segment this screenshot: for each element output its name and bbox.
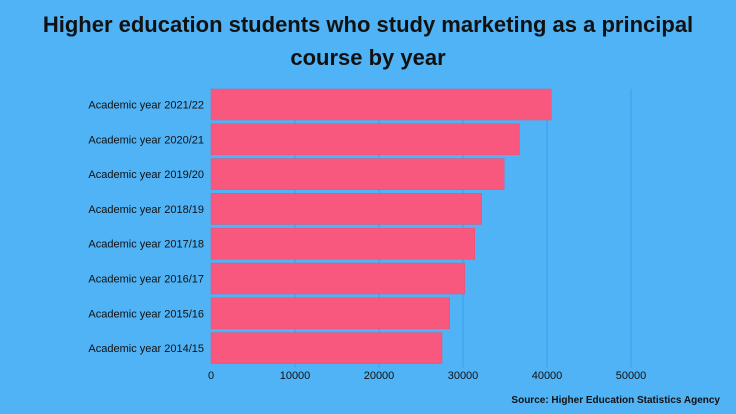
source-note: Source: Higher Education Statistics Agen… bbox=[511, 395, 720, 406]
x-tick-label: 50000 bbox=[616, 370, 647, 382]
bar bbox=[210, 262, 465, 295]
x-tick-label: 30000 bbox=[448, 370, 479, 382]
x-tick-label: 40000 bbox=[532, 370, 563, 382]
category-label: Academic year 2018/19 bbox=[88, 204, 204, 216]
bar bbox=[210, 227, 476, 260]
bar bbox=[210, 193, 482, 225]
chart-title: Higher education students who study mark… bbox=[42, 12, 694, 70]
x-tick-label: 0 bbox=[208, 370, 214, 382]
x-tick-label: 10000 bbox=[280, 370, 311, 382]
category-label: Academic year 2015/16 bbox=[88, 308, 204, 320]
x-tick-label: 20000 bbox=[364, 370, 395, 382]
category-label: Academic year 2019/20 bbox=[88, 169, 204, 181]
category-label: Academic year 2014/15 bbox=[88, 343, 204, 355]
bar bbox=[210, 158, 505, 190]
bar bbox=[210, 88, 552, 121]
category-label: Academic year 2021/22 bbox=[88, 100, 204, 112]
category-label: Academic year 2016/17 bbox=[88, 274, 204, 286]
category-label: Academic year 2020/21 bbox=[88, 134, 204, 146]
bar bbox=[210, 297, 450, 330]
category-label: Academic year 2017/18 bbox=[88, 239, 204, 251]
bars bbox=[210, 88, 552, 364]
category-labels: Academic year 2021/22 Academic year 2020/… bbox=[88, 100, 204, 356]
bar bbox=[210, 123, 520, 156]
bar bbox=[210, 332, 443, 364]
x-tick-labels: 0 10000 20000 30000 40000 50000 bbox=[208, 370, 646, 382]
